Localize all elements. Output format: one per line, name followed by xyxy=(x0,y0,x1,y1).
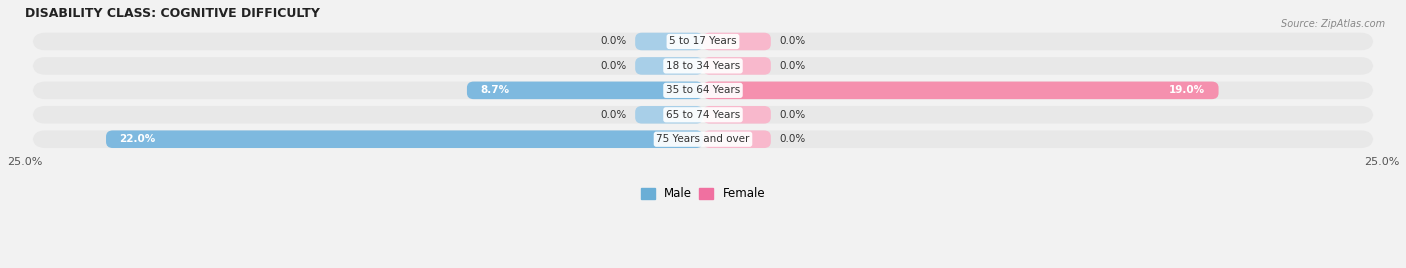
FancyBboxPatch shape xyxy=(636,33,703,50)
FancyBboxPatch shape xyxy=(32,57,1374,75)
FancyBboxPatch shape xyxy=(467,81,703,99)
Text: Source: ZipAtlas.com: Source: ZipAtlas.com xyxy=(1281,19,1385,29)
Text: 75 Years and over: 75 Years and over xyxy=(657,134,749,144)
Text: 0.0%: 0.0% xyxy=(779,134,806,144)
Text: 19.0%: 19.0% xyxy=(1168,85,1205,95)
FancyBboxPatch shape xyxy=(636,106,703,124)
Text: 0.0%: 0.0% xyxy=(779,61,806,71)
FancyBboxPatch shape xyxy=(32,81,1374,99)
Text: 0.0%: 0.0% xyxy=(600,61,627,71)
Text: 0.0%: 0.0% xyxy=(779,36,806,46)
FancyBboxPatch shape xyxy=(703,81,1219,99)
Text: 0.0%: 0.0% xyxy=(600,110,627,120)
FancyBboxPatch shape xyxy=(703,57,770,75)
Text: 0.0%: 0.0% xyxy=(779,110,806,120)
Legend: Male, Female: Male, Female xyxy=(638,185,768,203)
Text: 5 to 17 Years: 5 to 17 Years xyxy=(669,36,737,46)
Text: DISABILITY CLASS: COGNITIVE DIFFICULTY: DISABILITY CLASS: COGNITIVE DIFFICULTY xyxy=(25,7,319,20)
FancyBboxPatch shape xyxy=(703,106,770,124)
FancyBboxPatch shape xyxy=(703,33,770,50)
FancyBboxPatch shape xyxy=(703,131,770,148)
Text: 35 to 64 Years: 35 to 64 Years xyxy=(666,85,740,95)
FancyBboxPatch shape xyxy=(32,131,1374,148)
FancyBboxPatch shape xyxy=(105,131,703,148)
FancyBboxPatch shape xyxy=(636,57,703,75)
FancyBboxPatch shape xyxy=(32,106,1374,124)
FancyBboxPatch shape xyxy=(32,33,1374,50)
Text: 22.0%: 22.0% xyxy=(120,134,156,144)
Text: 8.7%: 8.7% xyxy=(481,85,509,95)
Text: 0.0%: 0.0% xyxy=(600,36,627,46)
Text: 18 to 34 Years: 18 to 34 Years xyxy=(666,61,740,71)
Text: 65 to 74 Years: 65 to 74 Years xyxy=(666,110,740,120)
